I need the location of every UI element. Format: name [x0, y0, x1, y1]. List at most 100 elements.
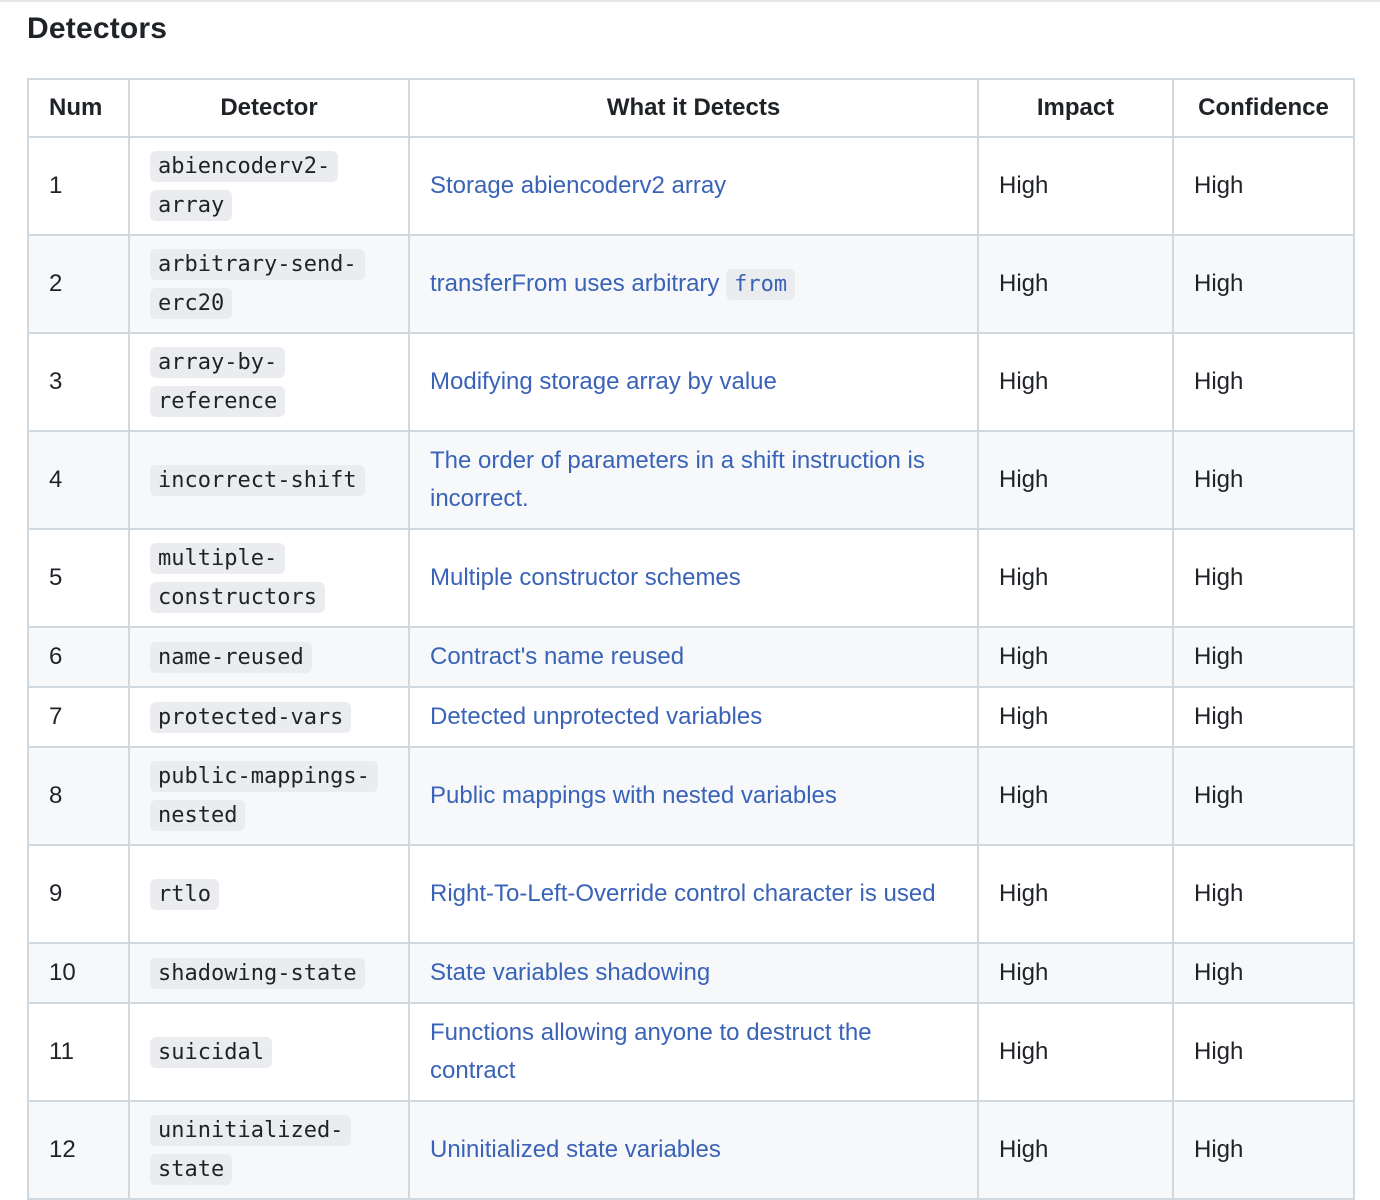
row-num: 5	[27, 528, 130, 628]
table-row: 4 incorrect-shift The order of parameters …	[27, 430, 1355, 530]
header-confidence: Confidence	[1172, 78, 1355, 138]
detector-name: arbitrary-send-erc20	[150, 249, 365, 319]
detector-cell: multiple-constructors	[128, 528, 410, 628]
row-num: 6	[27, 626, 130, 688]
row-num: 2	[27, 234, 130, 334]
table-row: 3 array-by-reference Modifying storage arr…	[27, 332, 1355, 432]
description-cell: State variables shadowing	[408, 942, 979, 1004]
detector-doc-link[interactable]: Detected unprotected variables	[430, 703, 762, 730]
detector-doc-link[interactable]: Modifying storage array by value	[430, 368, 777, 395]
confidence-cell: High	[1172, 1002, 1355, 1102]
confidence-cell: High	[1172, 1100, 1355, 1200]
detector-doc-link[interactable]: State variables shadowing	[430, 959, 710, 986]
confidence-cell: High	[1172, 430, 1355, 530]
header-detector: Detector	[128, 78, 410, 138]
row-num: 7	[27, 686, 130, 748]
description-text: transferFrom uses arbitrary	[430, 269, 720, 297]
description-cell: The order of parameters in a shift instr…	[408, 430, 979, 530]
description-cell: Public mappings with nested variables	[408, 746, 979, 846]
detector-name: multiple-constructors	[150, 543, 325, 613]
top-divider	[0, 0, 1380, 2]
header-what-it-detects: What it Detects	[408, 78, 979, 138]
confidence-cell: High	[1172, 942, 1355, 1004]
detector-name: name-reused	[150, 641, 312, 673]
impact-cell: High	[977, 234, 1174, 334]
detector-cell: arbitrary-send-erc20	[128, 234, 410, 334]
section-heading: Detectors	[27, 12, 168, 45]
header-num: Num	[27, 78, 130, 138]
description-text: Uninitialized state variables	[430, 1136, 721, 1163]
header-impact: Impact	[977, 78, 1174, 138]
table-header-row: Num Detector What it Detects Impact Conf…	[27, 78, 1355, 138]
impact-cell: High	[977, 136, 1174, 236]
detector-doc-link[interactable]: Public mappings with nested variables	[430, 782, 837, 809]
description-cell: Modifying storage array by value	[408, 332, 979, 432]
table-row: 6 name-reused Contract's name reused High Hi…	[27, 626, 1355, 688]
detector-cell: name-reused	[128, 626, 410, 688]
description-cell: Right-To-Left-Override control character…	[408, 844, 979, 944]
detector-cell: public-mappings-nested	[128, 746, 410, 846]
table-row: 8 public-mappings-nested Public mappings w…	[27, 746, 1355, 846]
detector-doc-link[interactable]: Contract's name reused	[430, 643, 684, 670]
detector-name: suicidal	[150, 1036, 272, 1068]
table-row: 9 rtlo Right-To-Left-Override control char…	[27, 844, 1355, 944]
impact-cell: High	[977, 528, 1174, 628]
detector-name: shadowing-state	[150, 957, 365, 989]
table-row: 2 arbitrary-send-erc20 transferFrom uses a…	[27, 234, 1355, 334]
detector-cell: array-by-reference	[128, 332, 410, 432]
detector-cell: uninitialized-state	[128, 1100, 410, 1200]
detector-name: abiencoderv2-array	[150, 151, 339, 221]
description-cell: Multiple constructor schemes	[408, 528, 979, 628]
detector-cell: incorrect-shift	[128, 430, 410, 530]
row-num: 3	[27, 332, 130, 432]
description-text: Public mappings with nested variables	[430, 782, 837, 809]
impact-cell: High	[977, 942, 1174, 1004]
description-text: Multiple constructor schemes	[430, 564, 741, 591]
detector-doc-link[interactable]: Functions allowing anyone to destruct th…	[430, 1019, 872, 1084]
confidence-cell: High	[1172, 844, 1355, 944]
detector-cell: protected-vars	[128, 686, 410, 748]
row-num: 11	[27, 1002, 130, 1102]
detectors-table: Num Detector What it Detects Impact Conf…	[27, 78, 1355, 1200]
impact-cell: High	[977, 686, 1174, 748]
detector-cell: abiencoderv2-array	[128, 136, 410, 236]
detector-name: array-by-reference	[150, 347, 286, 417]
row-num: 10	[27, 942, 130, 1004]
description-cell: Uninitialized state variables	[408, 1100, 979, 1200]
description-code: from	[726, 268, 796, 300]
impact-cell: High	[977, 332, 1174, 432]
impact-cell: High	[977, 430, 1174, 530]
confidence-cell: High	[1172, 746, 1355, 846]
impact-cell: High	[977, 844, 1174, 944]
detector-doc-link[interactable]: transferFrom uses arbitrary from	[430, 268, 796, 300]
detector-name: protected-vars	[150, 701, 352, 733]
detector-name: rtlo	[150, 878, 219, 910]
description-text: Storage abiencoderv2 array	[430, 172, 727, 199]
confidence-cell: High	[1172, 528, 1355, 628]
description-cell: transferFrom uses arbitrary from	[408, 234, 979, 334]
detector-doc-link[interactable]: Uninitialized state variables	[430, 1136, 721, 1163]
table-row: 5 multiple-constructors Multiple construct…	[27, 528, 1355, 628]
table-row: 1 abiencoderv2-array Storage abiencoderv2 …	[27, 136, 1355, 236]
impact-cell: High	[977, 1002, 1174, 1102]
description-cell: Functions allowing anyone to destruct th…	[408, 1002, 979, 1102]
detector-doc-link[interactable]: Right-To-Left-Override control character…	[430, 880, 936, 907]
confidence-cell: High	[1172, 686, 1355, 748]
confidence-cell: High	[1172, 234, 1355, 334]
detector-doc-link[interactable]: The order of parameters in a shift instr…	[430, 447, 925, 512]
confidence-cell: High	[1172, 626, 1355, 688]
description-text: State variables shadowing	[430, 959, 711, 986]
detector-name: public-mappings-nested	[150, 761, 378, 831]
detector-doc-link[interactable]: Storage abiencoderv2 array	[430, 172, 726, 199]
detector-cell: shadowing-state	[128, 942, 410, 1004]
row-num: 4	[27, 430, 130, 530]
detector-doc-link[interactable]: Multiple constructor schemes	[430, 564, 741, 591]
table-row: 10 shadowing-state State variables shadowi…	[27, 942, 1355, 1004]
detector-name: uninitialized-state	[150, 1115, 352, 1185]
confidence-cell: High	[1172, 332, 1355, 432]
table-row: 7 protected-vars Detected unprotected vari…	[27, 686, 1355, 748]
confidence-cell: High	[1172, 136, 1355, 236]
detector-cell: suicidal	[128, 1002, 410, 1102]
description-text: Functions allowing anyone to destruct th…	[430, 1019, 872, 1084]
impact-cell: High	[977, 746, 1174, 846]
